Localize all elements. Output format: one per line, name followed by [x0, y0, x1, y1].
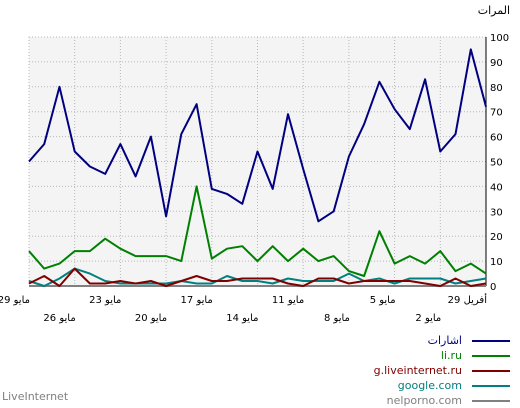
legend-item: li.ru [374, 348, 510, 363]
x-tick-labels: 29 مايو 23 مايو 17 مايو 11 مايو 5 مايو 29 أفر… [0, 293, 487, 324]
x-tick-label: 20 مايو [135, 313, 167, 324]
legend-swatch [472, 369, 510, 372]
watermark: LiveInternet [2, 390, 69, 403]
x-tick-label: 17 مايو [181, 295, 213, 306]
y-tick-label: 20 [490, 232, 503, 243]
legend-swatch [472, 384, 510, 387]
series-line [28, 185, 487, 277]
y-tick-label: 80 [490, 83, 503, 94]
x-tick-label: 11 مايو [272, 295, 304, 306]
legend-swatch [472, 399, 510, 402]
series-lines [28, 48, 487, 287]
y-tick-label: 40 [490, 182, 503, 193]
y-tick-label: 10 [490, 257, 503, 268]
legend-item: اشارات [374, 333, 510, 348]
series-line [28, 267, 487, 287]
x-tick-label: 14 مايو [226, 313, 258, 324]
x-tick-label: 29 أفريل [448, 293, 488, 306]
y-tick-label: 100 [490, 33, 509, 44]
x-tick-label: 5 مايو [370, 295, 396, 306]
y-tick-label: 0 [490, 282, 496, 293]
x-tick-label: 29 مايو [0, 295, 30, 306]
legend-label: اشارات [427, 334, 462, 347]
legend-label: google.com [397, 379, 462, 392]
legend-label: g.liveinternet.ru [373, 364, 462, 377]
x-tick-label: 8 مايو [324, 313, 350, 324]
y-tick-label: 60 [490, 133, 503, 144]
y-tick-label: 30 [490, 207, 503, 218]
series-line [28, 48, 487, 223]
legend-swatch [472, 339, 510, 342]
x-tick-label: 2 مايو [415, 313, 441, 324]
x-tick-label: 23 مايو [89, 295, 121, 306]
legend-swatch [472, 354, 510, 357]
y-tick-labels: 0 10 20 30 40 50 60 70 80 90 100 [490, 33, 509, 293]
series-line [28, 267, 487, 287]
x-tick-label: 26 مايو [43, 313, 75, 324]
y-tick-label: 50 [490, 158, 503, 169]
legend-label: nelporno.com [386, 394, 462, 407]
y-tick-label: 90 [490, 58, 503, 69]
legend-item: g.liveinternet.ru [374, 363, 510, 378]
legend: اشارات li.ru g.liveinternet.ru google.com ne… [374, 333, 510, 408]
y-axis-label: المرات [477, 4, 510, 17]
legend-item: nelporno.com [374, 393, 510, 408]
legend-item: google.com [374, 378, 510, 393]
legend-label: li.ru [440, 349, 462, 362]
y-tick-label: 70 [490, 108, 503, 119]
